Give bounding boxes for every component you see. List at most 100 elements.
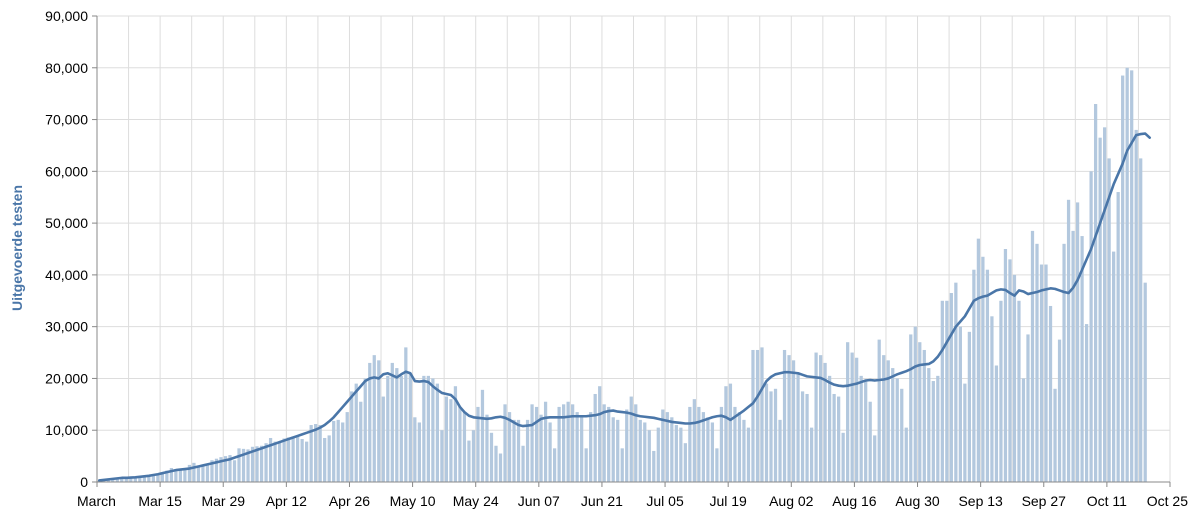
bar [967, 331, 971, 482]
bar [476, 406, 480, 482]
bar [900, 388, 904, 482]
x-tick-label: Jun 21 [581, 493, 623, 509]
bar [1035, 243, 1039, 482]
bar [746, 427, 751, 482]
bar [300, 439, 304, 482]
bar [949, 293, 953, 482]
bar [760, 347, 764, 482]
bar [111, 479, 115, 482]
bar [323, 437, 327, 482]
bar [575, 412, 579, 482]
moving-average-line [97, 132, 1152, 482]
bar [607, 406, 611, 482]
bar [557, 406, 561, 482]
bar [963, 383, 967, 482]
bar [679, 427, 683, 482]
bar [927, 368, 931, 482]
bar [124, 477, 128, 482]
bar [440, 430, 444, 482]
bar [399, 375, 403, 482]
bar [1134, 129, 1138, 482]
y-tick-label: 50,000 [45, 215, 88, 231]
axis-layer: 0 10,000 20,000 30,000 40,000 50,000 60,000 70,… [45, 8, 1188, 509]
x-tick-label: Aug 16 [832, 493, 877, 509]
bar [823, 362, 827, 482]
x-tick-label: Oct 25 [1147, 493, 1188, 509]
bar [277, 441, 282, 482]
bar [548, 422, 552, 482]
bar [255, 446, 259, 482]
bar [873, 435, 877, 482]
line-layer [97, 132, 1152, 482]
bar [543, 401, 548, 482]
y-tick-label: 60,000 [45, 163, 88, 179]
bar [562, 404, 566, 482]
bar [755, 349, 760, 482]
bar [151, 475, 155, 482]
bar [147, 475, 151, 482]
bar [877, 339, 881, 482]
bar [855, 357, 859, 482]
bar [692, 399, 696, 482]
bar [1107, 158, 1111, 482]
y-tick-label: 0 [80, 474, 88, 490]
x-tick-label: March [77, 493, 116, 509]
bar [291, 436, 295, 482]
y-axis-title: Uitgevoerde testen [9, 185, 25, 311]
bar [530, 404, 534, 482]
bar [1044, 264, 1048, 482]
bar [940, 300, 944, 482]
bar [674, 425, 678, 482]
bar [1089, 171, 1093, 482]
bar [589, 412, 593, 482]
bar [305, 441, 309, 482]
y-tick-label: 10,000 [45, 422, 88, 438]
bar [435, 383, 440, 482]
bar [350, 391, 354, 482]
bar [1084, 324, 1089, 482]
bar [120, 478, 124, 482]
bar [516, 419, 521, 482]
bar [733, 406, 737, 482]
bar [368, 362, 372, 482]
x-tick-label: May 24 [453, 493, 499, 509]
bar [503, 404, 507, 482]
y-tick-label: 80,000 [45, 60, 88, 76]
bar [219, 457, 223, 482]
bar [814, 352, 818, 482]
bar [413, 417, 417, 482]
bar [580, 417, 584, 482]
bar [552, 448, 557, 482]
bar [1048, 305, 1053, 482]
bar [471, 430, 476, 482]
bar [106, 479, 110, 482]
bar [818, 355, 823, 482]
bar [800, 391, 805, 482]
bar [259, 445, 264, 482]
bar [228, 455, 232, 482]
bar [1053, 388, 1057, 482]
y-tick-label: 20,000 [45, 370, 88, 386]
bar [976, 238, 981, 482]
bar [598, 386, 602, 482]
bar [309, 425, 313, 482]
x-tick-label: Jul 05 [646, 493, 684, 509]
bar [922, 349, 926, 482]
bar [1071, 230, 1075, 482]
bar [616, 419, 620, 482]
bar [187, 464, 192, 482]
bar [174, 469, 178, 482]
bar [796, 373, 800, 482]
bar [719, 406, 724, 482]
bar [999, 300, 1003, 482]
bar [742, 419, 746, 482]
bar [656, 427, 660, 482]
bar [985, 269, 990, 482]
bar [936, 375, 940, 482]
bar [480, 389, 485, 482]
bar [787, 355, 791, 482]
bar [489, 432, 494, 482]
bar [534, 406, 539, 482]
